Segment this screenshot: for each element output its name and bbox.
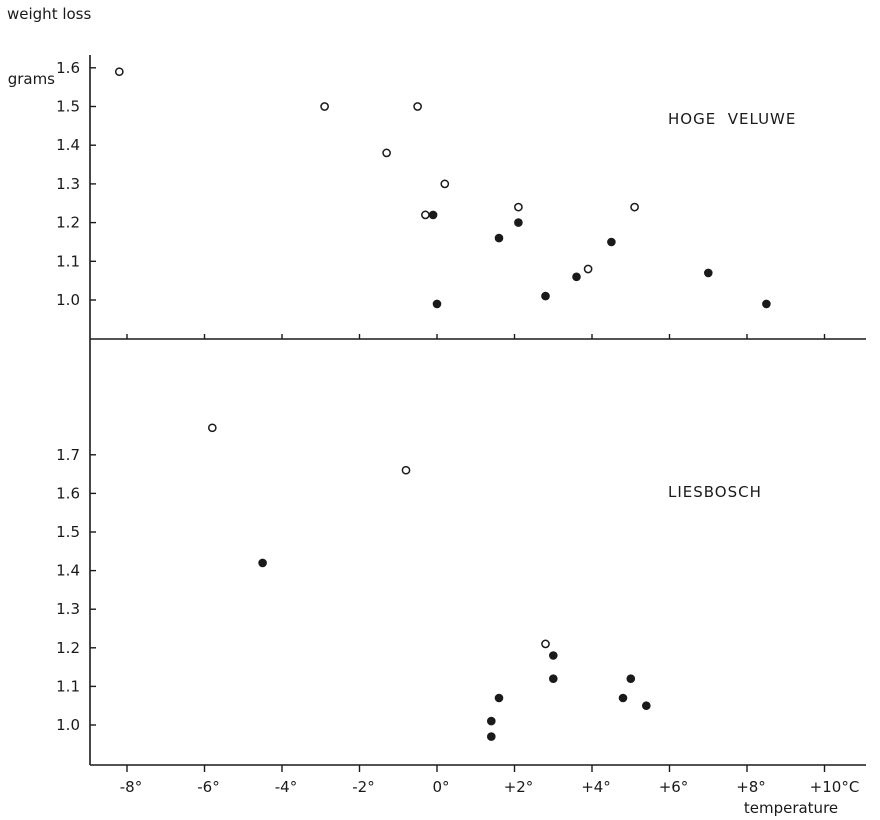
y-tick-label: 1.1 <box>56 252 80 270</box>
x-tick-label: -2° <box>352 778 374 796</box>
data-point-open <box>514 202 523 212</box>
data-point-filled <box>626 674 636 684</box>
y-tick-label: 1.4 <box>56 136 80 154</box>
data-point-filled <box>618 693 628 703</box>
x-tick-label: -8° <box>120 778 142 796</box>
y-tick-label: 1.2 <box>56 639 80 657</box>
y-tick-label: 1.1 <box>56 677 80 695</box>
y-tick-label: 1.6 <box>56 484 80 502</box>
data-point-filled <box>541 291 550 301</box>
y-tick-label: 1.3 <box>56 600 80 618</box>
panel-hoge-veluwe: HOGE VELUWE <box>114 67 796 309</box>
x-tick-label: +4° <box>581 778 611 796</box>
data-point-open <box>630 202 639 212</box>
y-tick-label: 1.6 <box>56 59 80 77</box>
data-point-open <box>583 264 593 274</box>
data-point-filled <box>428 210 438 220</box>
y-tick-label: 1.0 <box>56 291 80 309</box>
data-point-open <box>440 179 450 189</box>
y-tick-label: 1.2 <box>56 214 80 232</box>
y-tick-label: 1.0 <box>56 716 80 734</box>
data-point-open <box>382 148 391 158</box>
data-point-filled <box>487 716 496 726</box>
x-tick-label: -4° <box>275 778 297 796</box>
panel-label-hoge-veluwe: HOGE VELUWE <box>668 110 796 128</box>
y-tick-label: 1.3 <box>56 175 80 193</box>
data-point-open <box>320 102 329 111</box>
data-point-filled <box>258 558 267 568</box>
y-tick-label: 1.7 <box>56 446 80 464</box>
y-axis-unit: grams <box>8 70 55 88</box>
data-point-filled <box>514 218 523 227</box>
data-point-filled <box>704 268 713 278</box>
x-tick-label: +6° <box>659 778 689 796</box>
data-point-filled <box>494 693 504 703</box>
data-point-open <box>207 423 217 433</box>
data-point-filled <box>549 651 558 660</box>
x-tick-label: +2° <box>504 778 534 796</box>
panel-label-liesbosch: LIESBOSCH <box>668 483 762 501</box>
data-point-filled <box>432 299 442 309</box>
data-point-filled <box>487 732 496 741</box>
y-axis-title: weight loss <box>7 5 92 23</box>
ticks-layer: -8° -6° -4° -2° 0° +2° +4° +6° +8° +10°C 1.0 1.1 1.2… <box>56 59 859 796</box>
y-tick-label: 1.4 <box>56 562 80 580</box>
data-point-open <box>401 465 411 475</box>
x-tick-label: +10°C <box>810 778 860 796</box>
data-point-filled <box>572 272 581 282</box>
y-tick-label: 1.5 <box>56 523 80 541</box>
data-point-filled <box>494 233 504 243</box>
x-tick-label: -6° <box>197 778 219 796</box>
y-tick-label: 1.5 <box>56 98 80 116</box>
data-point-filled <box>549 674 558 684</box>
data-point-open <box>541 639 550 649</box>
data-point-open <box>114 67 124 77</box>
x-tick-label: 0° <box>432 778 449 796</box>
x-axis-title: temperature <box>744 799 838 817</box>
x-tick-label: +8° <box>736 778 766 796</box>
panel-liesbosch: LIESBOSCH <box>207 423 762 741</box>
data-point-filled <box>607 237 616 247</box>
data-point-filled <box>642 701 651 711</box>
data-point-filled <box>762 299 771 309</box>
data-point-open <box>413 102 422 111</box>
data-point-open <box>421 210 430 220</box>
